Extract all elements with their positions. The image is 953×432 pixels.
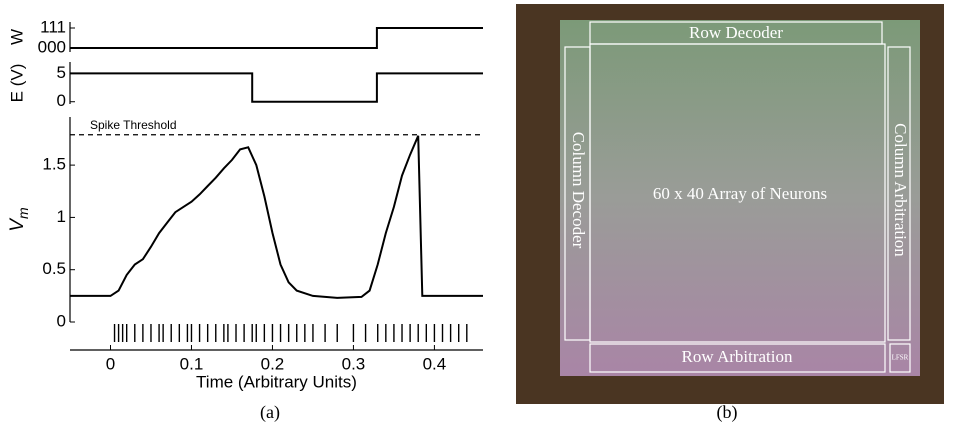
x-tick-label: 0.4 xyxy=(423,354,447,373)
label-sub: m xyxy=(15,207,31,219)
x-tick-label: 0.2 xyxy=(261,354,285,373)
y-tick-label: 5 xyxy=(57,63,66,82)
y-axis-label: W xyxy=(7,29,26,45)
line-series xyxy=(70,27,483,49)
x-axis-label: Time (Arbitrary Units) xyxy=(196,372,357,391)
lfsr-label: LFSR xyxy=(892,354,909,362)
x-tick-label: 0.1 xyxy=(180,354,204,373)
line-series xyxy=(70,135,483,299)
panel: 0 0.5 1 1.5 Vm Spike Threshold xyxy=(7,117,483,330)
line-series xyxy=(70,72,483,103)
chip-photo: Row Decoder Column Decoder 60 x 40 Array… xyxy=(516,4,944,404)
y-tick-label: 0.5 xyxy=(42,259,66,278)
y-tick-label: 1 xyxy=(57,207,66,226)
caption: (b) xyxy=(717,402,738,423)
panel: 0 5 E (V) xyxy=(7,62,483,110)
lfsr-box xyxy=(889,343,911,373)
y-axis-label: E (V) xyxy=(7,64,26,103)
array-box xyxy=(589,43,886,343)
row-decoder-label: Row Decoder xyxy=(689,23,783,42)
x-tick-label: 0 xyxy=(106,354,115,373)
die-core xyxy=(560,20,920,376)
y-tick-label: 0 xyxy=(57,311,66,330)
y-tick-label: 111 xyxy=(40,17,66,36)
column-arbitration-label: Column Arbitration xyxy=(891,123,910,257)
y-tick-label: 000 xyxy=(38,37,66,56)
column-arbitration-box xyxy=(887,46,911,341)
row-arbitration-label: Row Arbitration xyxy=(682,347,793,366)
label-main: V xyxy=(7,217,28,232)
threshold-label: Spike Threshold xyxy=(90,118,177,132)
caption: (a) xyxy=(260,402,280,423)
y-axis-label: Vm xyxy=(7,207,31,232)
array-label: 60 x 40 Array of Neurons xyxy=(653,184,827,203)
y-tick-label: 0 xyxy=(57,91,66,110)
x-tick-label: 0.3 xyxy=(342,354,366,373)
row-arbitration-box xyxy=(589,343,886,373)
panel: 0 0.1 0.2 0.3 0.4 Time (Arbitrary Units) xyxy=(70,324,483,391)
y-tick-label: 1.5 xyxy=(42,155,66,174)
column-decoder-label: Column Decoder xyxy=(569,132,588,249)
